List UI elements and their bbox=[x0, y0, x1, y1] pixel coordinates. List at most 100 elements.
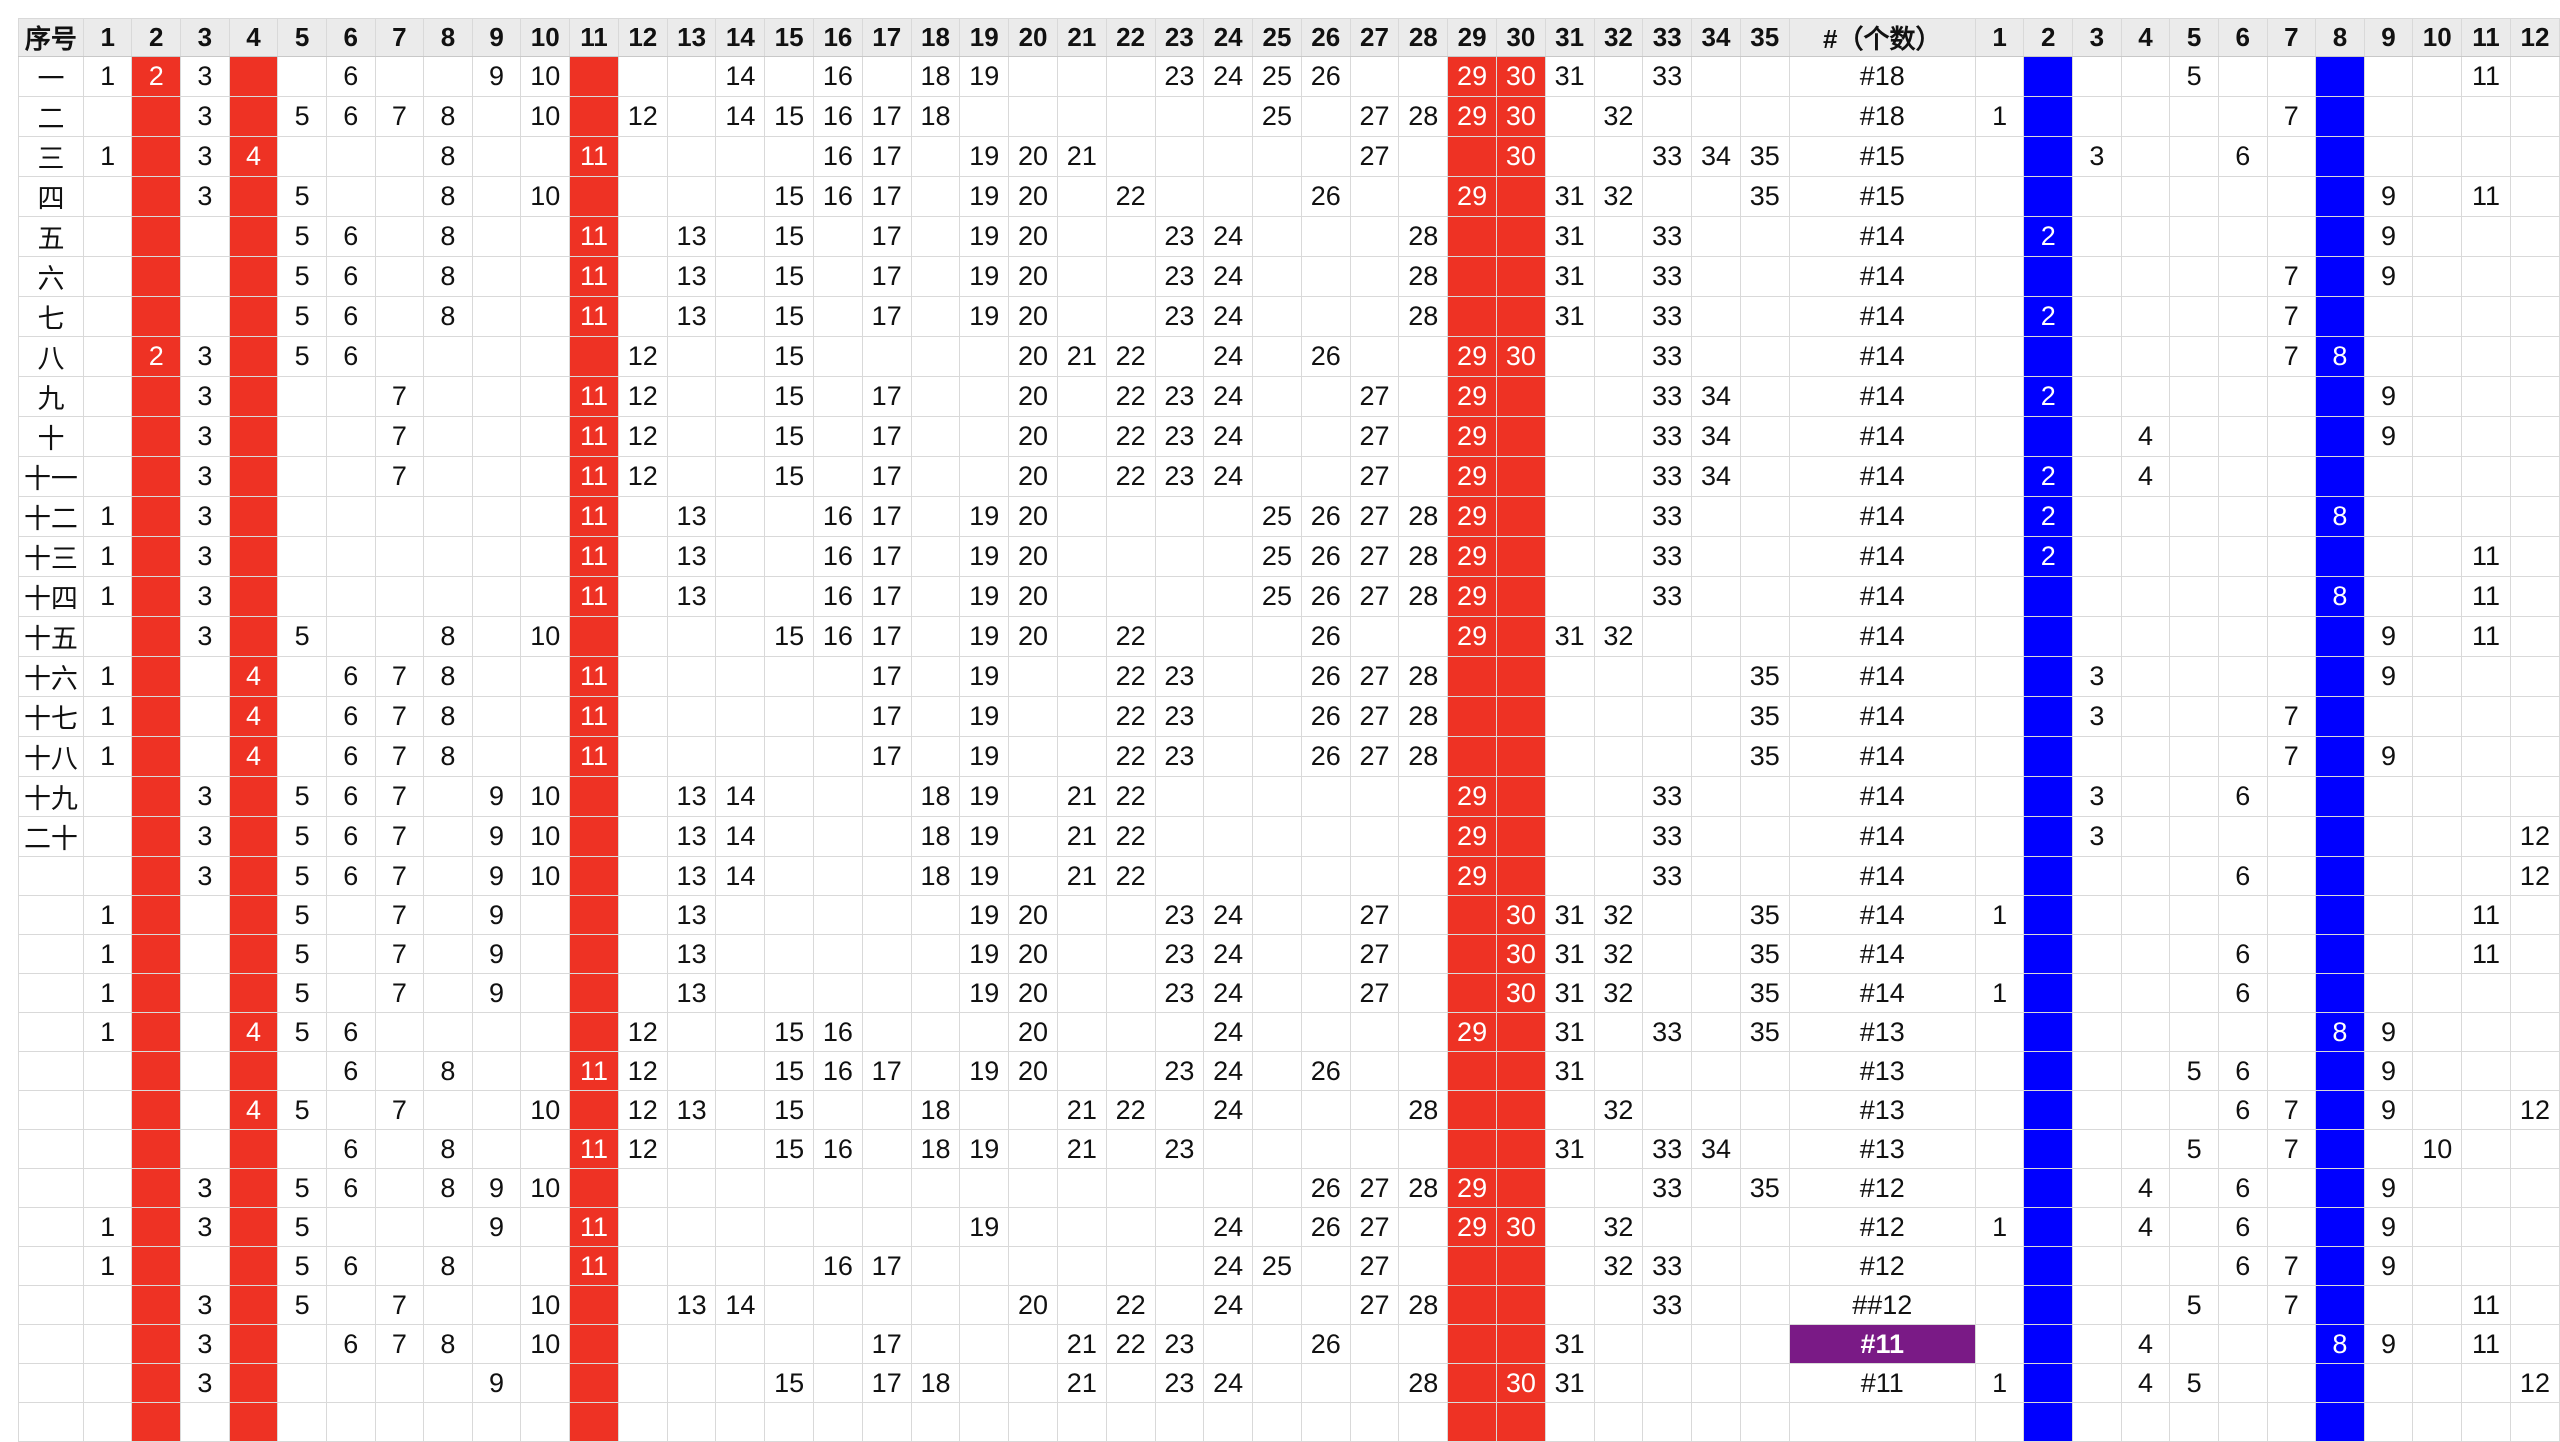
cell-red-27 bbox=[1349, 176, 1400, 217]
cell-red-11: 11 bbox=[569, 536, 619, 577]
cell-blue-6: 6 bbox=[2217, 136, 2268, 177]
cell-red-28 bbox=[1398, 1012, 1449, 1052]
cell-red-29: 29 bbox=[1447, 536, 1497, 577]
cell-blue-12 bbox=[2509, 56, 2560, 97]
cell-blue-11: 11 bbox=[2461, 1285, 2511, 1325]
header-red-29: 29 bbox=[1447, 18, 1497, 57]
cell-red-7 bbox=[374, 616, 425, 657]
cell-red-25 bbox=[1252, 776, 1302, 817]
cell-red-10 bbox=[520, 216, 571, 257]
row-count: #14 bbox=[1788, 536, 1976, 577]
cell-red-25 bbox=[1252, 136, 1302, 177]
cell-red-26: 26 bbox=[1300, 616, 1351, 657]
cell-blue-1 bbox=[1974, 776, 2025, 817]
cell-red-13 bbox=[666, 616, 717, 657]
row-count: #13 bbox=[1788, 1090, 1976, 1130]
cell-red-21 bbox=[1056, 96, 1107, 137]
cell-red-33: 33 bbox=[1642, 816, 1693, 857]
cell-red-12 bbox=[617, 973, 668, 1013]
cell-red-29 bbox=[1447, 1051, 1497, 1091]
cell-blue-5 bbox=[2169, 736, 2219, 777]
cell-red-22 bbox=[1105, 1129, 1156, 1169]
cell-red-9 bbox=[471, 416, 522, 457]
cell-red-16 bbox=[813, 216, 863, 257]
cell-red-19 bbox=[959, 1090, 1010, 1130]
cell-red-10: 10 bbox=[520, 816, 571, 857]
cell-red-31: 31 bbox=[1544, 296, 1595, 337]
cell-red-29 bbox=[1447, 296, 1497, 337]
row-count: #14 bbox=[1788, 376, 1976, 417]
header-red-26: 26 bbox=[1300, 18, 1351, 57]
cell-red-20 bbox=[1008, 1090, 1058, 1130]
row-count: #14 bbox=[1788, 934, 1976, 974]
cell-red-33 bbox=[1642, 973, 1693, 1013]
cell-red-16: 16 bbox=[813, 56, 863, 97]
cell-red-15 bbox=[764, 696, 815, 737]
cell-red-7 bbox=[374, 256, 425, 297]
cell-red-35: 35 bbox=[1739, 934, 1790, 974]
cell-red-34 bbox=[1691, 696, 1741, 737]
cell-red-12 bbox=[617, 1246, 668, 1286]
row-seq: 十六 bbox=[18, 656, 84, 697]
cell-red-23 bbox=[1154, 136, 1205, 177]
row-count: #14 bbox=[1788, 776, 1976, 817]
cell-red-2 bbox=[131, 616, 182, 657]
cell-blue-4 bbox=[2120, 1246, 2171, 1286]
header-blue-12: 12 bbox=[2509, 18, 2560, 57]
row-count: #14 bbox=[1788, 336, 1976, 377]
cell-red-11 bbox=[569, 816, 619, 857]
cell-red-15 bbox=[764, 1285, 815, 1325]
cell-red-33: 33 bbox=[1642, 416, 1693, 457]
header-red-5: 5 bbox=[277, 18, 327, 57]
row-seq bbox=[18, 1090, 84, 1130]
cell-red-29 bbox=[1447, 895, 1497, 935]
cell-blue-9: 9 bbox=[2363, 736, 2414, 777]
cell-blue-8 bbox=[2315, 816, 2365, 857]
cell-red-3 bbox=[180, 296, 230, 337]
cell-red-13 bbox=[666, 656, 717, 697]
cell-red-12 bbox=[617, 934, 668, 974]
cell-red-4 bbox=[228, 456, 279, 497]
cell-red-8: 8 bbox=[423, 296, 473, 337]
cell-red-17: 17 bbox=[861, 256, 912, 297]
cell-red-29: 29 bbox=[1447, 1168, 1497, 1208]
cell-red-35: 35 bbox=[1739, 136, 1790, 177]
cell-red-25 bbox=[1252, 895, 1302, 935]
cell-red-19: 19 bbox=[959, 136, 1010, 177]
cell-red-10 bbox=[520, 496, 571, 537]
cell-red-6 bbox=[325, 934, 376, 974]
cell-red-18 bbox=[910, 336, 961, 377]
cell-red-6 bbox=[325, 1090, 376, 1130]
cell-red-8 bbox=[423, 973, 473, 1013]
cell-red-17 bbox=[861, 1285, 912, 1325]
cell-red-6: 6 bbox=[325, 656, 376, 697]
cell-red-32 bbox=[1593, 296, 1644, 337]
cell-red-32 bbox=[1593, 656, 1644, 697]
table-row: 二 3 5 6 7 8 10 12 14 15 16 17 18 25 27 28 29 30 32 #18 1 7 bbox=[18, 96, 2560, 137]
table-row: 十四 1 3 11 13 16 17 19 20 25 26 27 28 29 33 #14 8 11 bbox=[18, 576, 2560, 617]
cell-red-1: 1 bbox=[82, 736, 133, 777]
cell-red-29 bbox=[1447, 973, 1497, 1013]
cell-red-28: 28 bbox=[1398, 216, 1449, 257]
cell-red-19 bbox=[959, 1246, 1010, 1286]
cell-blue-11 bbox=[2461, 973, 2511, 1013]
cell-red-27: 27 bbox=[1349, 536, 1400, 577]
cell-red-30 bbox=[1495, 696, 1546, 737]
cell-blue-4 bbox=[2120, 496, 2171, 537]
cell-blue-6: 6 bbox=[2217, 1207, 2268, 1247]
cell-red-26 bbox=[1300, 456, 1351, 497]
row-count: #14 bbox=[1788, 256, 1976, 297]
cell-red-18 bbox=[910, 973, 961, 1013]
cell-red-26: 26 bbox=[1300, 176, 1351, 217]
cell-red-7: 7 bbox=[374, 696, 425, 737]
table-row: 1 4 5 6 12 15 16 20 24 29 31 33 35 #13 8 9 bbox=[18, 1012, 2560, 1052]
cell-red-12: 12 bbox=[617, 456, 668, 497]
cell-blue-4 bbox=[2120, 856, 2171, 896]
cell-red-21 bbox=[1056, 934, 1107, 974]
cell-red-11 bbox=[569, 176, 619, 217]
cell-red-6 bbox=[325, 1363, 376, 1403]
cell-red-27: 27 bbox=[1349, 1285, 1400, 1325]
cell-red-22 bbox=[1105, 256, 1156, 297]
cell-blue-4 bbox=[2120, 776, 2171, 817]
cell-red-31: 31 bbox=[1544, 256, 1595, 297]
